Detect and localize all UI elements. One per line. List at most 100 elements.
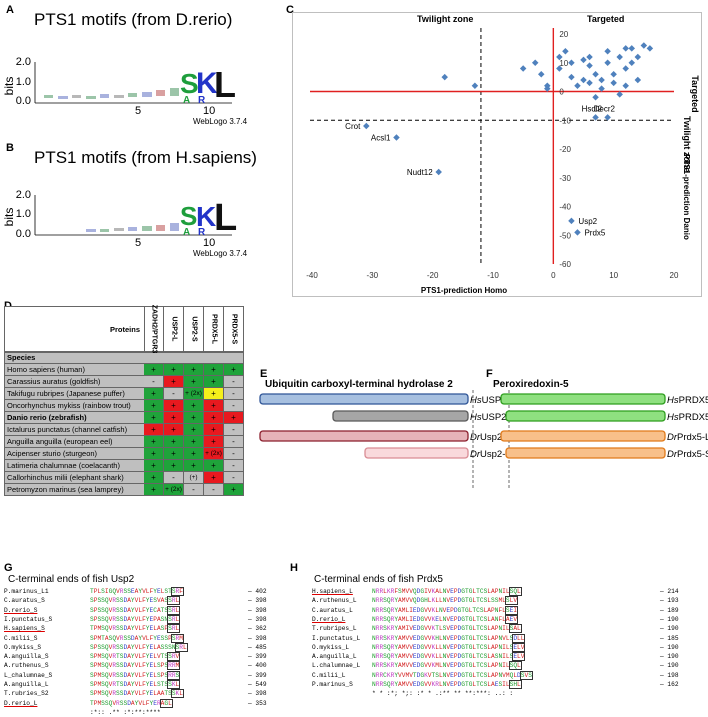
logo-b-ytick: 1.0: [16, 208, 31, 220]
alignment-species: A.anguilla_L: [4, 681, 49, 688]
table-corner: Proteins: [4, 306, 144, 352]
species-name: Latimeria chalumnae (coelacanth): [4, 460, 145, 472]
alignment-sequence: TPMSQVRSSDAYVLFYELASPSRL: [90, 624, 181, 634]
logo-a-letter-k: K: [196, 67, 218, 100]
table-corner-label: Proteins: [109, 325, 140, 334]
alignment-position: — 362: [248, 625, 267, 633]
logo-b-ytick: 2.0: [16, 189, 31, 201]
data-point: [580, 56, 587, 64]
alignment-species: P.marinus_S: [312, 681, 353, 688]
y-tick-label: -40: [559, 203, 571, 212]
data-point: [628, 59, 636, 67]
logo-a-letter-a: A: [183, 95, 190, 106]
alignment-sequence: SPMTASQVRSSDAYVLFYESSPSRM: [90, 633, 184, 643]
x-tick-label: 20: [670, 271, 679, 280]
logo-a-ytick: 1.0: [16, 76, 31, 88]
y-tick-label: -20: [559, 145, 571, 154]
presence-cell: +: [224, 412, 244, 424]
presence-cell: +: [184, 400, 204, 412]
presence-cell: +: [164, 436, 184, 448]
isoform-label: HsPRDX5-S: [667, 412, 708, 423]
isoform-label: DrPrdx5-S: [667, 449, 708, 460]
presence-cell: +: [144, 364, 164, 376]
region-label-targeted-top: Targeted: [587, 14, 624, 24]
data-point: [435, 168, 442, 176]
alignment-position: — 402: [248, 588, 267, 595]
presence-cell: +: [164, 412, 184, 424]
isoform-bar: [259, 430, 469, 442]
alignment-species: P.marinus_L1: [4, 588, 49, 595]
alignment-position: — 485: [248, 643, 267, 651]
y-axis-label: PTS1-prediction Danio: [682, 154, 691, 240]
data-point: [586, 79, 593, 87]
presence-cell: -: [224, 400, 244, 412]
presence-cell: + (2x): [204, 448, 224, 460]
presence-cell: +: [184, 436, 204, 448]
data-point: [640, 42, 648, 49]
alignment-position: — 162: [660, 681, 679, 688]
logo-a-ytick: 2.0: [16, 56, 31, 68]
presence-cell: +: [184, 364, 204, 376]
presence-cell: +: [204, 472, 224, 484]
alignment-sequence: NRRSQRYAMVVEDGVVKRLNVEPDGTGLTCSLAESILSHL: [372, 680, 522, 689]
data-point: [586, 62, 593, 69]
x-tick-label: -30: [367, 271, 379, 280]
species-name: Anguilla anguilla (european eel): [4, 436, 145, 448]
alignment-species: I.punctatus_L: [312, 634, 361, 642]
column-header: ZADH2/PTGR3: [144, 305, 164, 353]
alignment-sequence: SPMSQVRSSDAYVLFYELAATSSKL: [90, 689, 184, 699]
alignment-species: C.auratus_L: [312, 606, 353, 614]
presence-cell: -: [224, 424, 244, 436]
alignment-sequence: NRRSQRYAMVVQDGHLKLLNVEPDGTGLTCSLSSMLSLV: [372, 596, 519, 606]
logo-b-xtick: 5: [135, 237, 141, 249]
alignment-species: A.ruthenus_L: [312, 597, 357, 605]
presence-cell: +: [164, 376, 184, 388]
alignment-species: T.rubries_S2: [4, 690, 49, 698]
presence-cell: +: [164, 424, 184, 436]
presence-cell: +: [204, 436, 224, 448]
data-point-label: Acsl1: [371, 134, 391, 143]
data-point: [592, 114, 599, 121]
presence-cell: +: [144, 436, 164, 448]
panel-h-title: C-terminal ends of fish Prdx5: [314, 574, 443, 585]
data-point-label: Usp2: [578, 217, 597, 226]
species-header: Species: [4, 352, 244, 364]
data-point-label: Nudt12: [407, 168, 433, 177]
presence-cell: +: [164, 364, 184, 376]
data-point-label: Prdx5: [584, 228, 605, 237]
alignment-position: — 399: [248, 653, 267, 661]
isoform-bar: [332, 410, 469, 422]
presence-cell: -: [224, 472, 244, 484]
presence-cell: +: [184, 424, 204, 436]
x-tick-label: -10: [487, 271, 499, 280]
logo-b-xtick: 10: [203, 237, 215, 249]
alignment-sequence: NRRSQRYAMLIEDGVVKELNVEPDGTGLTCSLANFLAEV: [372, 614, 519, 624]
data-point: [610, 79, 617, 87]
logo-b-ylabel: bits: [2, 208, 16, 227]
presence-cell: +: [204, 364, 224, 376]
region-label-targeted-right: Targeted: [690, 75, 700, 112]
data-point-label: Hsdl2: [582, 104, 603, 113]
column-header-label: USP2-S: [190, 316, 197, 342]
species-name: Carassius auratus (goldfish): [4, 376, 145, 388]
alignment-position: — 190: [660, 662, 679, 670]
alignment-position: — 353: [248, 699, 267, 707]
y-tick-label: 20: [559, 30, 568, 39]
alignment-species: A.ruthenus_S: [4, 662, 49, 670]
isoform-label: DrUsp2-L: [470, 432, 511, 443]
data-point: [441, 73, 448, 81]
alignment-sequence: SPMSQVRSSDAYVLFYELSPSRRS: [90, 670, 181, 680]
isoform-bar: [500, 430, 666, 442]
alignment-position: — 189: [660, 606, 679, 614]
presence-cell: +: [144, 484, 164, 496]
alignment-sequence: SPSSQVRSSDAYVLFYEPASNSRL: [90, 614, 181, 624]
data-point: [592, 93, 599, 101]
alignment-position: — 398: [248, 597, 267, 605]
alignment-consensus: * * :*; *;: :* * .:** ** **:***: ..: :: [372, 690, 514, 698]
presence-cell: +: [184, 412, 204, 424]
x-tick-label: -20: [427, 271, 439, 280]
presence-cell: +: [184, 376, 204, 388]
panel-label-c: C: [286, 4, 294, 16]
data-point: [622, 82, 629, 90]
alignment-species: D.rerio_L: [4, 699, 38, 707]
